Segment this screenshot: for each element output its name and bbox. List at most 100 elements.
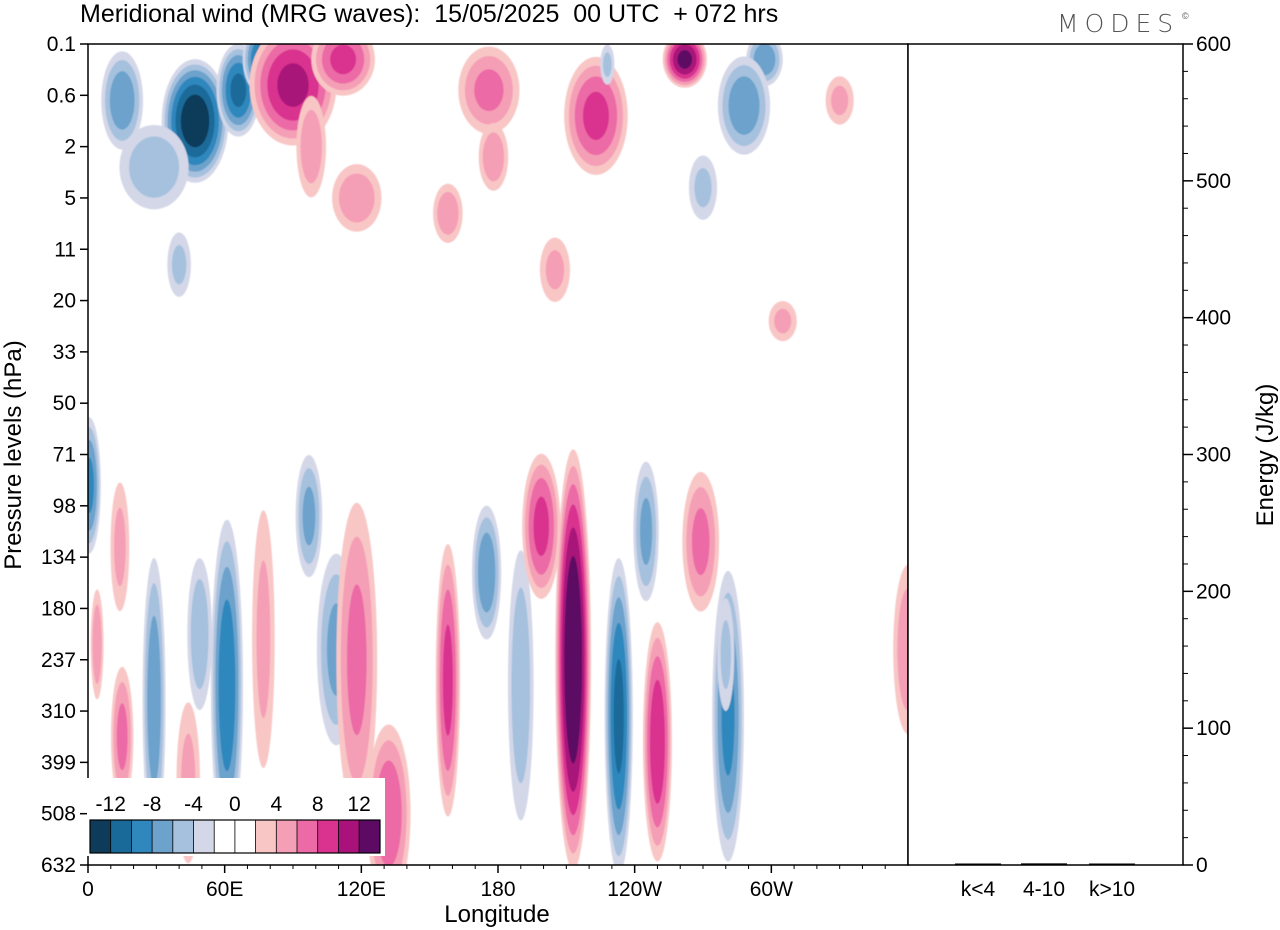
- colorbar-label: 4: [270, 793, 282, 816]
- contour-blob: [142, 558, 166, 844]
- contour-level: [338, 173, 375, 223]
- contour-level: [256, 560, 271, 719]
- contour-blob: [688, 155, 718, 220]
- contour-level: [691, 508, 710, 576]
- y-tick-label: 71: [53, 444, 76, 467]
- y-axis-title: Pressure levels (hPa): [0, 340, 27, 569]
- contour-level: [649, 679, 665, 804]
- contour-blob: [252, 510, 275, 769]
- contour-blob: [478, 123, 509, 191]
- colorbar-swatch: [213, 819, 236, 854]
- contour-plot-area: [87, 43, 909, 866]
- contour-blob: [507, 550, 534, 821]
- energy-axis-title: Energy (J/kg): [1252, 384, 1279, 527]
- colorbar-swatch: [110, 819, 133, 854]
- contour-blob: [187, 558, 212, 711]
- colorbar-label: -4: [184, 793, 203, 816]
- contour-blob: [433, 183, 463, 243]
- contour-blob: [717, 56, 771, 155]
- brand-logo: MODES: [1057, 9, 1180, 38]
- y-tick-label: 237: [41, 649, 76, 672]
- contour-level: [437, 191, 459, 235]
- contour-level: [613, 659, 624, 774]
- contour-level: [129, 136, 180, 198]
- contour-level: [147, 615, 161, 786]
- chart-title: Meridional wind (MRG waves): 15/05/2025 …: [80, 0, 779, 28]
- longitude-axis: 0 60E 120E 180 120W 60W: [82, 865, 886, 901]
- contour-blob: [893, 565, 908, 734]
- contour-level: [346, 584, 367, 736]
- y-tick-label: 50: [53, 392, 76, 415]
- contour-blob: [564, 56, 628, 175]
- contour-blob: [167, 232, 191, 297]
- colorbar-swatch: [275, 819, 298, 854]
- contour-fields: [88, 44, 908, 865]
- y-tick-label: 0.1: [47, 33, 76, 56]
- contour-blob: [110, 666, 134, 807]
- contour-blob: [336, 502, 378, 817]
- colorbar-border: [89, 819, 381, 854]
- contour-blob: [539, 237, 571, 302]
- contour-blob: [119, 124, 189, 210]
- x-tick-label: 0: [82, 878, 94, 901]
- contour-level: [477, 532, 496, 613]
- contour-level: [180, 94, 210, 148]
- contour-blob: [472, 505, 502, 640]
- colorbar-swatches: [89, 819, 381, 854]
- colorbar-swatch: [172, 819, 195, 854]
- contour-level: [831, 85, 849, 116]
- x-tick-label: 120E: [337, 878, 386, 901]
- contour-level: [88, 457, 94, 514]
- contour-blob: [768, 300, 797, 342]
- colorbar-label: 0: [229, 793, 241, 816]
- colorbar-swatch: [193, 819, 216, 854]
- contour-level: [677, 50, 692, 69]
- contour-level: [582, 91, 609, 140]
- energy-bar-panel: 0 100 200 300 400 500 600 k<4 4-10 k>10: [907, 33, 1231, 901]
- energy-categories: k<4 4-10 k>10: [961, 878, 1135, 901]
- contour-blob: [600, 44, 615, 85]
- energy-bar: [1089, 863, 1135, 865]
- energy-bar: [1021, 863, 1067, 865]
- energy-axis: 0 100 200 300 400 500 600: [1183, 33, 1231, 877]
- colorbar: -12 -8 -4 0 4 8 12: [87, 778, 385, 856]
- y-tick-label: 310: [41, 700, 76, 723]
- contour-blob: [604, 558, 633, 865]
- colorbar-label: 8: [312, 793, 324, 816]
- colorbar-swatch: [296, 819, 319, 854]
- contour-blob: [633, 461, 659, 602]
- y-tick-label: 98: [53, 495, 76, 518]
- contour-level: [277, 63, 309, 107]
- colorbar-swatch: [358, 819, 381, 854]
- colorbar-swatch: [151, 819, 174, 854]
- contour-level: [603, 52, 612, 77]
- x-tick-label: 120W: [607, 878, 662, 901]
- pressure-axis: 0.1 0.6 2 5 11 20 33 50 71 98 134 180 237 310 399 508 63…: [41, 33, 88, 877]
- contour-level: [109, 71, 135, 130]
- contour-blob: [295, 454, 323, 578]
- contour-blob: [717, 598, 735, 712]
- contour-level: [533, 496, 550, 557]
- contour-level: [330, 44, 357, 75]
- energy-tick-label: 400: [1196, 307, 1231, 330]
- energy-category-label: k<4: [961, 878, 996, 901]
- contour-blob: [522, 453, 561, 599]
- contour-level: [728, 76, 760, 135]
- colorbar-label: -12: [96, 793, 126, 816]
- contour-level: [302, 486, 316, 546]
- energy-category-label: 4-10: [1023, 878, 1065, 901]
- contour-level: [116, 703, 128, 771]
- copyright-mark: ©: [1182, 11, 1189, 21]
- colorbar-swatch: [130, 819, 153, 854]
- contour-blob: [88, 417, 101, 554]
- contour-level: [694, 167, 712, 208]
- contour-level: [511, 587, 531, 784]
- contour-level: [474, 69, 504, 112]
- contour-level: [190, 579, 209, 690]
- contour-blob: [682, 471, 720, 612]
- contour-blob: [101, 51, 144, 150]
- contour-blob: [642, 622, 672, 862]
- contour-blob: [210, 519, 244, 852]
- contour-blob: [825, 76, 854, 125]
